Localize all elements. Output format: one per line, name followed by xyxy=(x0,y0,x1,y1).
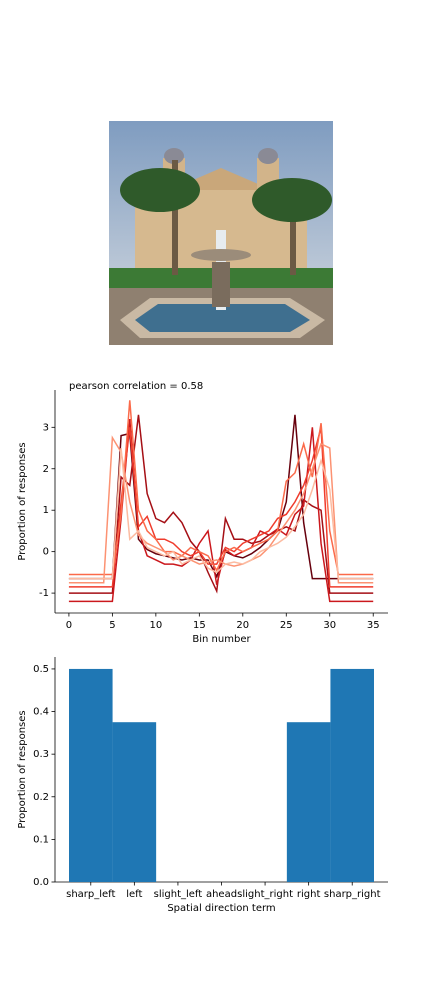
y-tick-label: 0.3 xyxy=(33,749,49,760)
chart-title: pearson correlation = 0.58 xyxy=(69,381,203,392)
x-tick-label: 35 xyxy=(367,620,380,631)
x-tick-label: right xyxy=(297,889,321,900)
bar xyxy=(330,668,374,882)
x-tick-label: 10 xyxy=(149,620,162,631)
y-tick-label: 0.4 xyxy=(33,707,49,718)
x-tick-label: left xyxy=(126,889,142,900)
photo xyxy=(109,121,333,345)
y-axis-label: Proportion of responses xyxy=(17,442,28,560)
x-axis-label: Spatial direction term xyxy=(167,903,275,914)
x-axis-label: Bin number xyxy=(192,634,251,645)
series-line xyxy=(68,447,374,580)
y-tick-label: 0.1 xyxy=(33,834,49,845)
x-tick-label: slight_right xyxy=(237,889,293,900)
x-tick-label: sharp_left xyxy=(66,889,115,900)
y-tick-label: 0.2 xyxy=(33,792,49,803)
series-line xyxy=(68,400,374,576)
series-line xyxy=(68,427,374,588)
y-axis-label: Proportion of responses xyxy=(17,710,28,828)
x-tick-label: slight_left xyxy=(154,889,203,900)
series-line xyxy=(68,435,374,584)
x-tick-label: sharp_right xyxy=(324,889,381,900)
x-tick-label: 0 xyxy=(66,620,72,631)
y-tick-label: 0.0 xyxy=(33,877,49,888)
bar xyxy=(69,668,113,882)
y-tick-label: -1 xyxy=(39,588,49,599)
y-tick-label: 0 xyxy=(43,547,49,558)
y-tick-label: 0.5 xyxy=(33,664,49,675)
x-tick-label: 15 xyxy=(193,620,206,631)
bar xyxy=(286,722,331,882)
y-tick-label: 1 xyxy=(43,505,49,516)
series-line xyxy=(68,418,374,603)
bar xyxy=(112,722,157,882)
x-tick-label: ahead xyxy=(206,889,237,900)
y-tick-label: 2 xyxy=(43,464,49,475)
x-tick-label: 20 xyxy=(236,620,249,631)
x-tick-label: 25 xyxy=(280,620,293,631)
x-tick-label: 30 xyxy=(323,620,336,631)
y-tick-label: 3 xyxy=(43,422,49,433)
x-tick-label: 5 xyxy=(109,620,115,631)
